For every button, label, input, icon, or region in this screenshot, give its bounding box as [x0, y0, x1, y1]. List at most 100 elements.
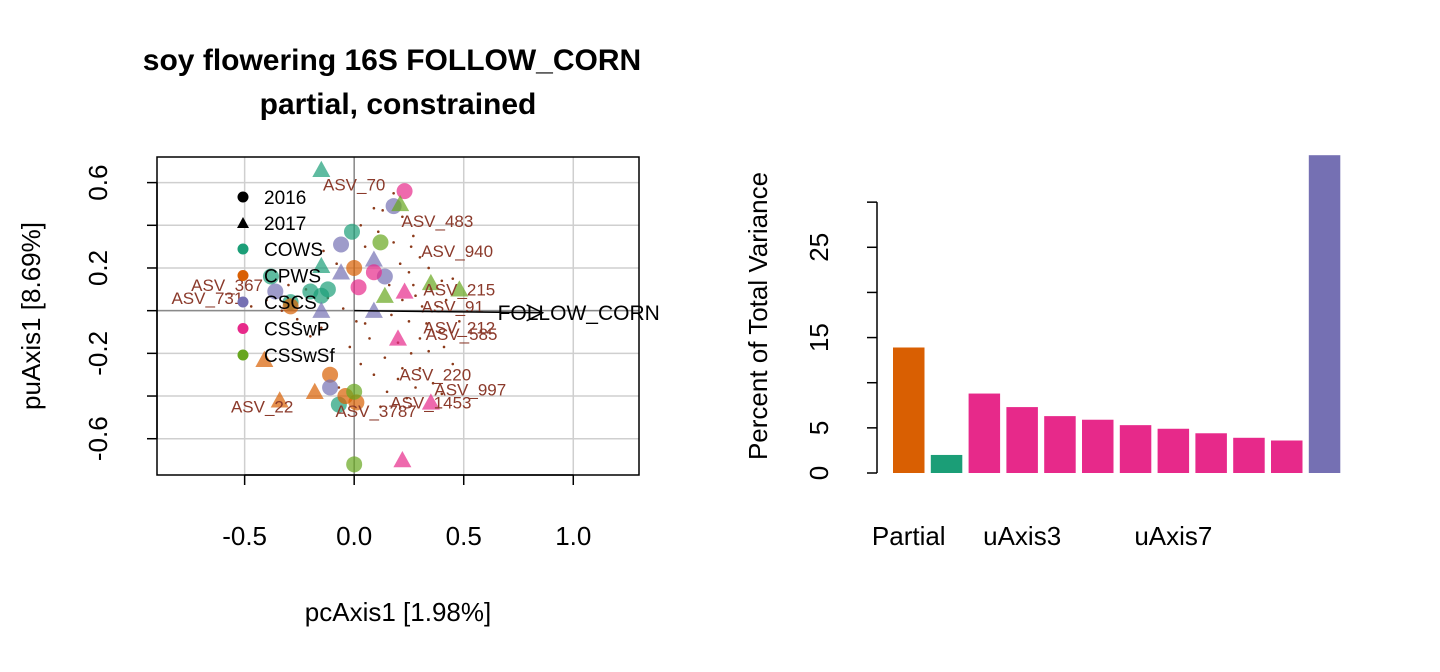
site-point-2016	[343, 223, 360, 240]
species-point	[401, 366, 404, 370]
species-point	[320, 326, 323, 330]
site-point-2016	[282, 298, 299, 315]
species-point	[401, 215, 404, 219]
biplot-arrow: FOLLOW_CORN	[354, 302, 660, 325]
species-label: ASV_220	[399, 366, 471, 385]
species-point	[309, 334, 312, 338]
species-point	[418, 366, 422, 370]
site-point-2017	[255, 350, 274, 367]
site-point-2017	[421, 393, 440, 410]
species-point	[337, 386, 341, 389]
variance-bar	[968, 393, 1001, 473]
species-label: ASV_585	[426, 325, 498, 344]
variance-category-labels: Partial uAxis3 uAxis7	[872, 521, 1212, 551]
species-point	[355, 320, 358, 323]
species-point	[409, 352, 413, 355]
arrow-shaft	[354, 309, 543, 314]
species-point	[440, 279, 444, 283]
species-point	[359, 362, 363, 366]
y-tick-label: 0.6	[83, 165, 113, 201]
species-point	[390, 313, 393, 317]
site-point-2016	[372, 234, 389, 251]
species-labels: ASV_70 ASV_483 ASV_940 ASV_215 ASV_367ASV_73…	[171, 176, 506, 421]
site-point-2016	[267, 283, 284, 300]
species-point	[409, 245, 413, 248]
legend-swatch	[237, 296, 249, 308]
species-point	[387, 283, 391, 287]
site-point-2017	[364, 250, 383, 267]
legend-symbol-triangle	[237, 217, 249, 228]
variance-y-tick-label: 15	[804, 323, 834, 352]
species-point	[372, 206, 376, 210]
variance-bars	[893, 155, 1341, 474]
variance-y-tick-label: 0	[804, 466, 834, 480]
site-point-2017	[389, 329, 407, 346]
legend-swatch	[237, 270, 249, 281]
species-label: ASV_91	[422, 297, 484, 316]
ordination-title: soy flowering 16S FOLLOW_CORN	[143, 44, 641, 77]
species-point	[363, 245, 367, 248]
variance-bar	[1233, 437, 1265, 473]
species-point	[407, 270, 411, 274]
species-point	[249, 305, 253, 308]
species-point	[436, 305, 439, 308]
site-point-2016	[322, 366, 339, 383]
species-point	[368, 337, 371, 340]
species-point	[392, 191, 395, 195]
site-point-2017	[421, 273, 440, 291]
species-point	[405, 396, 409, 400]
y-tick-label: 0.2	[83, 250, 113, 286]
species-point	[359, 223, 363, 227]
site-point-2016	[313, 287, 330, 304]
variance-panel: 0 5 15 25 Partial uAxis3 uAxis7 Percent of To…	[743, 155, 1341, 551]
y-tick-label: -0.2	[83, 331, 113, 376]
site-point-2016	[333, 236, 350, 253]
scatter-axes: -0.5 0.0 0.5 1.0 0.6 0.2 -0.2 -0.6	[83, 165, 591, 551]
variance-ylabel: Percent of Total Variance	[743, 172, 773, 460]
site-point-2017	[312, 160, 331, 178]
site-point-2017	[332, 263, 351, 280]
site-point-2017	[393, 451, 412, 468]
species-point	[407, 320, 411, 323]
species-label: ASV_22	[231, 398, 293, 417]
species-point	[412, 234, 415, 238]
species-point	[379, 405, 382, 409]
arrow-label: FOLLOW_CORN	[498, 302, 660, 325]
legend-label: CSCS	[264, 293, 317, 314]
scatter-plot-box	[156, 156, 640, 476]
species-point	[396, 377, 400, 381]
species-point	[376, 230, 380, 233]
species-point	[427, 266, 430, 270]
x-tick-label: 0.0	[336, 521, 372, 551]
variance-bar	[893, 347, 925, 473]
species-label: ASV_70	[323, 176, 385, 195]
legend-label: CSSwSf	[264, 346, 335, 367]
variance-bar	[1195, 433, 1227, 473]
legend-swatch	[237, 243, 249, 255]
site-point-2016	[346, 383, 363, 400]
species-label: ASV_997	[434, 381, 506, 400]
site-point-2016	[396, 183, 413, 200]
species-point	[401, 298, 404, 302]
species-point	[383, 356, 387, 359]
variance-y-tick-label: 5	[804, 421, 834, 435]
species-label: ASV_1453	[390, 393, 471, 412]
species-point	[414, 386, 417, 389]
species-point	[398, 262, 402, 266]
species-point	[418, 337, 422, 340]
site-point-2016	[365, 264, 382, 281]
ordination-subtitle: partial, constrained	[260, 88, 537, 121]
species-point	[442, 345, 446, 349]
variance-category-label: uAxis7	[1134, 521, 1212, 551]
variance-bar	[1157, 428, 1190, 473]
site-point-2017	[312, 301, 331, 318]
species-point	[438, 330, 441, 334]
species-point	[381, 209, 384, 212]
legend-label: COWS	[264, 240, 323, 261]
species-point	[451, 362, 455, 366]
variance-bar	[1119, 425, 1152, 473]
site-point-2016	[350, 279, 367, 296]
x-tick-label: -0.5	[222, 521, 267, 551]
species-point	[280, 309, 284, 312]
species-point	[372, 373, 376, 376]
